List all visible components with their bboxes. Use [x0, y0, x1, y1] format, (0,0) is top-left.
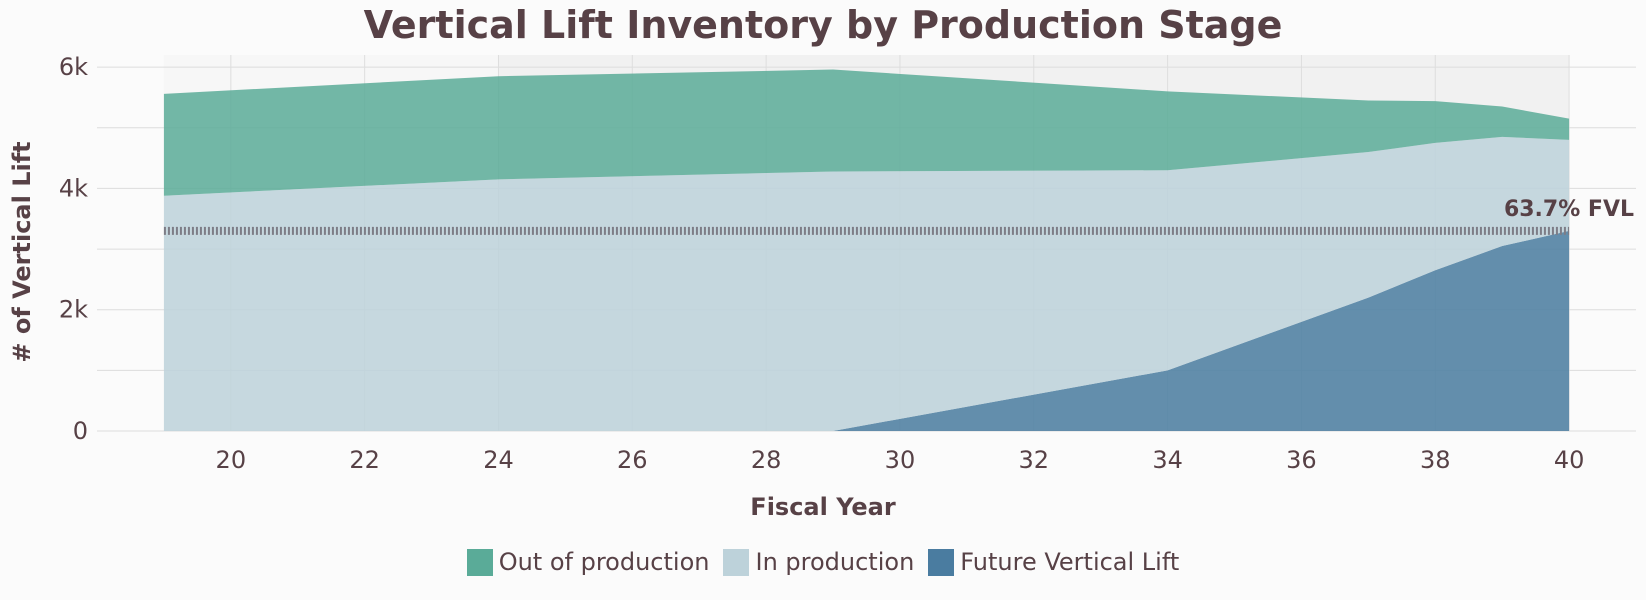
x-tick-label: 24	[483, 446, 514, 474]
legend-label: In production	[755, 548, 915, 576]
legend-swatch	[723, 548, 750, 576]
legend-item-future-vertical-lift: Future Vertical Lift	[928, 548, 1179, 576]
x-tick-label: 34	[1152, 446, 1183, 474]
legend-item-out-of-production: Out of production	[466, 548, 710, 576]
x-tick-label: 22	[349, 446, 380, 474]
area-out-of-production	[163, 69, 1570, 196]
legend-label: Out of production	[498, 548, 710, 576]
x-tick-label: 40	[1554, 446, 1585, 474]
x-tick-label: 38	[1420, 446, 1451, 474]
x-tick-label: 32	[1019, 446, 1050, 474]
x-tick-label: 30	[885, 446, 916, 474]
y-tick-label: 6k	[59, 53, 88, 81]
fvl-reference-label: 63.7% FVL	[1504, 197, 1634, 222]
area-in-production	[163, 136, 1570, 431]
x-tick-label: 36	[1286, 446, 1317, 474]
y-tick-label: 4k	[59, 174, 88, 202]
y-axis-title: # of Vertical Lift	[8, 141, 36, 362]
y-tick-label: 0	[73, 417, 88, 445]
legend-swatch	[928, 548, 955, 576]
x-axis-title: Fiscal Year	[750, 493, 896, 521]
legend-swatch	[466, 548, 493, 576]
legend-label: Future Vertical Lift	[960, 548, 1180, 576]
x-tick-label: 28	[751, 446, 782, 474]
legend: Out of production In production Future Ver…	[0, 548, 1646, 576]
legend-item-in-production: In production	[723, 548, 914, 576]
x-tick-label: 26	[617, 446, 648, 474]
chart-title: Vertical Lift Inventory by Production St…	[364, 3, 1283, 47]
area-future-vertical-lift	[163, 230, 1570, 431]
x-tick-label: 20	[216, 446, 247, 474]
y-tick-label: 2k	[59, 296, 88, 324]
